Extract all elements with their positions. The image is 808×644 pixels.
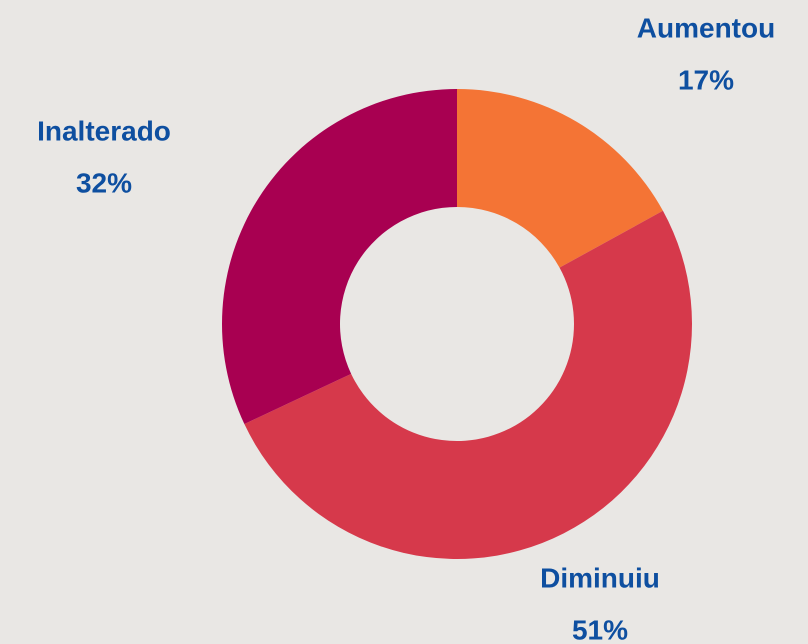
donut-slice: [222, 89, 457, 425]
slice-label: Inalterado: [37, 115, 171, 146]
slice-label: Diminuiu: [540, 562, 660, 593]
slice-value-label: 17%: [678, 64, 734, 95]
slice-value-label: 51%: [572, 614, 628, 644]
donut-slice: [244, 210, 693, 560]
slice-label: Aumentou: [637, 12, 775, 43]
donut-slice: [457, 89, 663, 268]
slice-value-label: 32%: [76, 167, 132, 198]
